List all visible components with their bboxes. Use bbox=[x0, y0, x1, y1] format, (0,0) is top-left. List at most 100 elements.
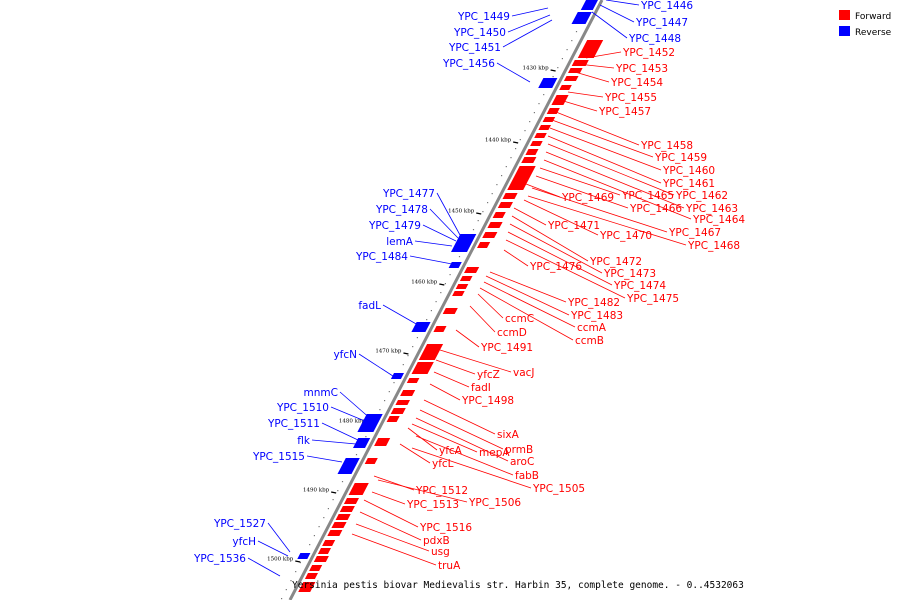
forward-gene bbox=[507, 166, 536, 190]
gene-label: prmB bbox=[505, 444, 533, 456]
leader-line bbox=[382, 304, 419, 326]
axis-dot bbox=[566, 49, 568, 51]
axis-dot bbox=[472, 229, 475, 231]
leader-line bbox=[551, 119, 654, 158]
forward-gene bbox=[418, 344, 444, 360]
axis-dot bbox=[444, 283, 446, 285]
gene-label: ccmD bbox=[497, 327, 527, 339]
axis-dot bbox=[426, 319, 428, 321]
axis-dot bbox=[402, 364, 404, 366]
forward-gene bbox=[452, 291, 465, 296]
forward-gene bbox=[374, 438, 391, 446]
leader-line bbox=[559, 99, 598, 112]
forward-gene bbox=[563, 76, 579, 81]
axis-dot bbox=[281, 598, 283, 600]
gene-label: mnmC bbox=[304, 387, 338, 399]
leader-line bbox=[363, 499, 419, 528]
gene-label: YPC_1449 bbox=[457, 11, 510, 23]
leader-line bbox=[359, 511, 422, 541]
forward-gene bbox=[343, 498, 359, 504]
reverse-gene bbox=[448, 262, 462, 268]
leader-line bbox=[511, 215, 589, 262]
leader-line bbox=[339, 391, 373, 421]
gene-label: usg bbox=[431, 546, 450, 558]
leader-line bbox=[399, 443, 431, 464]
forward-gene bbox=[482, 232, 498, 238]
gene-label: yfcN bbox=[333, 349, 357, 361]
forward-gene bbox=[400, 390, 416, 396]
leader-line bbox=[479, 287, 574, 341]
axis-dot bbox=[332, 499, 334, 501]
forward-gene bbox=[492, 212, 506, 218]
leader-line bbox=[321, 422, 359, 441]
gene-label: fadI bbox=[471, 382, 491, 394]
leader-line bbox=[455, 329, 480, 348]
axis-dot bbox=[393, 382, 395, 384]
forward-gene bbox=[348, 483, 369, 495]
axis-dot bbox=[379, 409, 381, 411]
leader-line bbox=[415, 417, 509, 462]
gene-label: YPC_1515 bbox=[252, 451, 305, 463]
leader-line bbox=[574, 71, 610, 83]
axis-dot bbox=[491, 193, 493, 195]
gene-label: YPC_1468 bbox=[687, 240, 740, 252]
tick-label: 1490 kbp bbox=[303, 488, 330, 494]
tick-label: 1480 kbp bbox=[339, 419, 366, 425]
axis-dot bbox=[482, 211, 484, 213]
axis-dot bbox=[309, 544, 311, 546]
axis-dot bbox=[355, 454, 358, 456]
axis-dot bbox=[496, 184, 498, 186]
axis-dot bbox=[487, 202, 489, 204]
forward-gene bbox=[322, 540, 336, 546]
axis-dot bbox=[337, 490, 339, 492]
gene-label: YPC_1458 bbox=[640, 140, 693, 152]
gene-label: YPC_1484 bbox=[355, 251, 408, 263]
leader-line bbox=[485, 275, 570, 316]
leader-line bbox=[358, 353, 397, 379]
tick-label: 1440 kbp bbox=[485, 138, 512, 144]
forward-gene bbox=[502, 193, 518, 199]
leader-line bbox=[373, 475, 415, 491]
gene-label: YPC_1452 bbox=[622, 47, 675, 59]
gene-label: mepA bbox=[479, 447, 510, 459]
axis-dot bbox=[515, 148, 517, 150]
gene-label: YPC_1474 bbox=[613, 280, 666, 292]
axis-dot bbox=[561, 58, 563, 60]
leader-line bbox=[513, 207, 547, 226]
leader-line bbox=[489, 271, 567, 303]
gene-label: YPC_1459 bbox=[654, 152, 707, 164]
leader-line bbox=[351, 533, 437, 566]
gene-label: YPC_1463 bbox=[685, 203, 738, 215]
gene-label: fabB bbox=[515, 470, 539, 482]
gene-label: YPC_1527 bbox=[213, 518, 266, 530]
forward-gene bbox=[455, 284, 469, 289]
gene-label: YPC_1511 bbox=[267, 418, 320, 430]
gene-label: YPC_1469 bbox=[561, 192, 614, 204]
gene-label: YPC_1457 bbox=[598, 106, 651, 118]
forward-gene bbox=[364, 458, 378, 464]
reverse-gene bbox=[353, 438, 371, 448]
gene-label: ccmB bbox=[575, 335, 604, 347]
axis-dot bbox=[290, 580, 292, 582]
axis-dot bbox=[538, 103, 540, 105]
gene-label: yfcA bbox=[439, 445, 463, 457]
leader-line bbox=[547, 135, 662, 184]
leader-line bbox=[527, 195, 687, 246]
forward-gene bbox=[309, 565, 323, 571]
axis-dot bbox=[529, 121, 531, 123]
tick-mark bbox=[550, 69, 556, 72]
axis-dot bbox=[412, 346, 414, 348]
gene-label: YPC_1454 bbox=[610, 77, 663, 89]
forward-gene bbox=[525, 149, 539, 155]
leader-line bbox=[539, 167, 621, 196]
leader-line bbox=[502, 19, 553, 48]
gene-label: pdxB bbox=[423, 535, 450, 547]
forward-gene bbox=[390, 408, 406, 414]
axis-dot bbox=[440, 292, 442, 294]
leader-line bbox=[549, 127, 662, 171]
leader-line bbox=[503, 249, 529, 267]
leader-line bbox=[543, 159, 692, 220]
leader-line bbox=[429, 208, 459, 239]
axis-dot bbox=[571, 40, 573, 42]
forward-gene bbox=[433, 326, 447, 332]
